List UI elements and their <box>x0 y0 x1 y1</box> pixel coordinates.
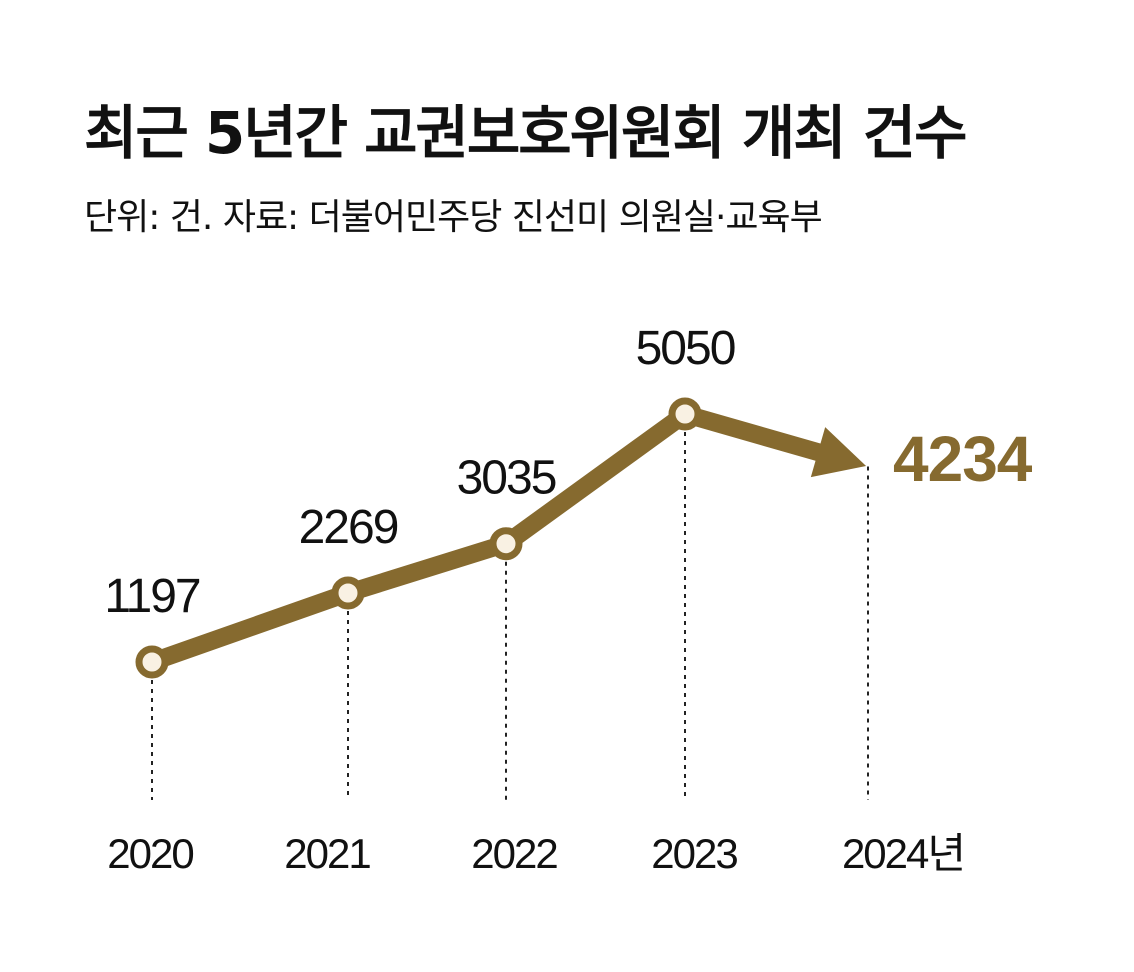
x-axis-labels: 2020 2021 2022 2023 2024년 <box>107 830 966 877</box>
arrow-head <box>810 427 867 478</box>
chart-subtitle: 단위: 건. 자료: 더불어민주당 진선미 의원실·교육부 <box>84 197 823 238</box>
value-label-2024년: 4234 <box>893 423 1033 495</box>
data-point-2021 <box>331 576 365 610</box>
value-label-2022: 3035 <box>457 452 556 505</box>
data-points <box>135 397 702 679</box>
x-label-2: 2022 <box>471 830 557 877</box>
value-label-2020: 1197 <box>104 570 200 623</box>
x-label-1: 2021 <box>284 830 370 877</box>
data-point-2020 <box>135 645 169 679</box>
chart-title: 최근 5년간 교권보호위원회 개최 건수 <box>84 99 968 167</box>
data-point-2022 <box>489 527 523 561</box>
x-label-0: 2020 <box>107 830 193 877</box>
data-point-2023 <box>668 397 702 431</box>
value-label-2021: 2269 <box>299 501 398 554</box>
value-labels: 1197 2269 3035 5050 4234 <box>104 322 1033 623</box>
x-label-4: 2024년 <box>842 830 964 877</box>
value-label-2023: 5050 <box>636 322 735 375</box>
guide-lines <box>151 414 869 800</box>
x-label-3: 2023 <box>651 830 737 877</box>
